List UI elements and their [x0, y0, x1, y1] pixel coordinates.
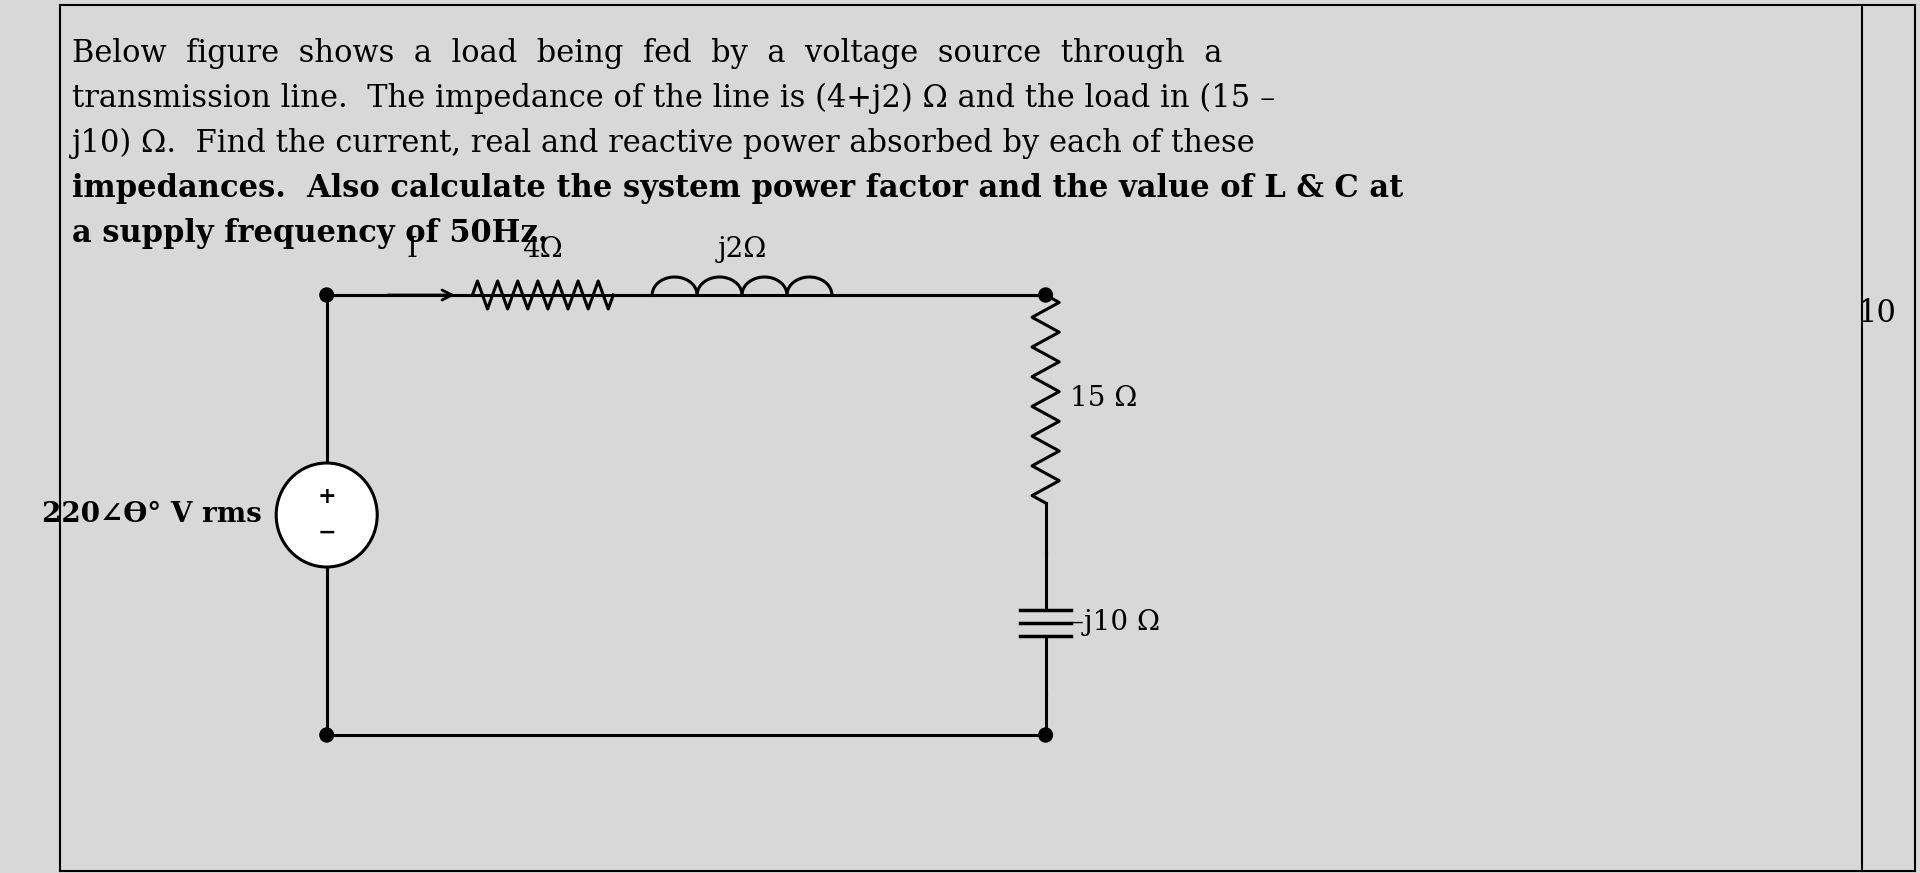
Text: transmission line.  The impedance of the line is (4+j2) Ω and the load in (15 –: transmission line. The impedance of the …	[73, 83, 1275, 114]
Circle shape	[321, 728, 334, 742]
Text: j2Ω: j2Ω	[718, 236, 766, 263]
Text: 220∠ϴ° V rms: 220∠ϴ° V rms	[42, 501, 261, 528]
Circle shape	[321, 288, 334, 302]
Text: 4Ω: 4Ω	[522, 236, 563, 263]
Circle shape	[1039, 288, 1052, 302]
Text: I: I	[407, 236, 417, 263]
Circle shape	[276, 463, 376, 567]
Text: j10) Ω.  Find the current, real and reactive power absorbed by each of these: j10) Ω. Find the current, real and react…	[73, 128, 1256, 159]
Text: –j10 Ω: –j10 Ω	[1069, 609, 1160, 636]
Text: 10: 10	[1857, 298, 1895, 328]
Text: Below  figure  shows  a  load  being  fed  by  a  voltage  source  through  a: Below figure shows a load being fed by a…	[73, 38, 1223, 69]
Text: impedances.  Also calculate the system power factor and the value of L & C at: impedances. Also calculate the system po…	[73, 173, 1404, 204]
Text: 15 Ω: 15 Ω	[1069, 386, 1137, 413]
Circle shape	[1039, 728, 1052, 742]
Text: +: +	[317, 486, 336, 508]
Text: −: −	[317, 522, 336, 544]
Text: a supply frequency of 50Hz.: a supply frequency of 50Hz.	[73, 218, 549, 249]
